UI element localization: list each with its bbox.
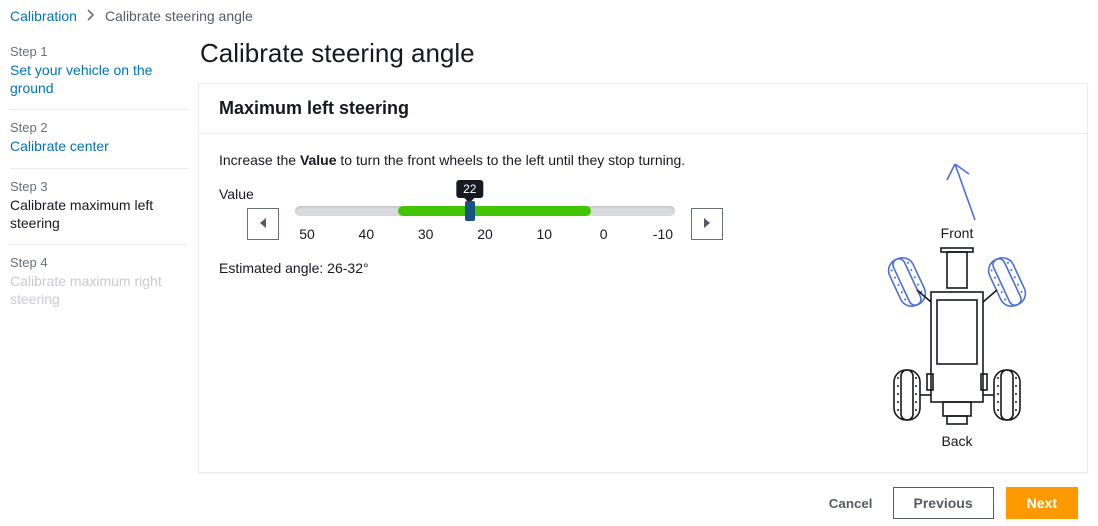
tick-label: 10	[532, 226, 556, 242]
wizard-step[interactable]: Step 1 Set your vehicle on the ground	[10, 34, 188, 110]
tick-label: 0	[592, 226, 616, 242]
instruction-text: Increase the Value to turn the front whe…	[219, 152, 827, 168]
previous-button[interactable]: Previous	[893, 487, 994, 519]
wizard-step[interactable]: Step 2 Calibrate center	[10, 110, 188, 168]
slider-thumb[interactable]	[465, 201, 475, 221]
wizard-step: Step 3 Calibrate maximum left steering	[10, 169, 188, 245]
step-title: Calibrate maximum right steering	[10, 272, 182, 308]
slider-ticks: 50 40 30 20 10 0 -10	[295, 226, 675, 242]
tick-label: 30	[414, 226, 438, 242]
step-title[interactable]: Set your vehicle on the ground	[10, 61, 182, 97]
vehicle-diagram: Front	[857, 152, 1057, 452]
wizard-sidebar: Step 1 Set your vehicle on the ground St…	[0, 30, 188, 526]
back-label: Back	[941, 433, 973, 449]
breadcrumb-current: Calibrate steering angle	[105, 8, 253, 24]
tick-label: -10	[651, 226, 675, 242]
panel-heading: Maximum left steering	[199, 84, 1087, 134]
triangle-left-icon	[258, 217, 268, 232]
wizard-footer: Cancel Previous Next	[198, 473, 1088, 519]
triangle-right-icon	[702, 217, 712, 232]
estimated-angle: Estimated angle: 26-32°	[219, 260, 827, 276]
step-number: Step 1	[10, 44, 182, 59]
tick-label: 20	[473, 226, 497, 242]
increment-button[interactable]	[691, 208, 723, 240]
calibration-panel: Maximum left steering Increase the Value…	[198, 83, 1088, 473]
step-number: Step 2	[10, 120, 182, 135]
step-number: Step 4	[10, 255, 182, 270]
tick-label: 50	[295, 226, 319, 242]
chevron-right-icon	[87, 8, 95, 24]
wizard-step: Step 4 Calibrate maximum right steering	[10, 245, 188, 320]
front-label: Front	[941, 225, 974, 241]
page-title: Calibrate steering angle	[200, 38, 1088, 69]
slider-track[interactable]	[295, 206, 675, 216]
value-label: Value	[219, 186, 827, 202]
step-title[interactable]: Calibrate center	[10, 137, 182, 155]
slider-tooltip: 22	[456, 180, 483, 198]
cancel-button[interactable]: Cancel	[821, 496, 881, 511]
breadcrumb: Calibration Calibrate steering angle	[0, 0, 1098, 30]
next-button[interactable]: Next	[1006, 487, 1078, 519]
step-title: Calibrate maximum left steering	[10, 196, 182, 232]
decrement-button[interactable]	[247, 208, 279, 240]
slider-fill	[398, 206, 592, 216]
step-number: Step 3	[10, 179, 182, 194]
breadcrumb-root-link[interactable]: Calibration	[10, 8, 77, 24]
value-slider[interactable]: 22 50 40 30 20 10	[295, 206, 675, 242]
tick-label: 40	[354, 226, 378, 242]
